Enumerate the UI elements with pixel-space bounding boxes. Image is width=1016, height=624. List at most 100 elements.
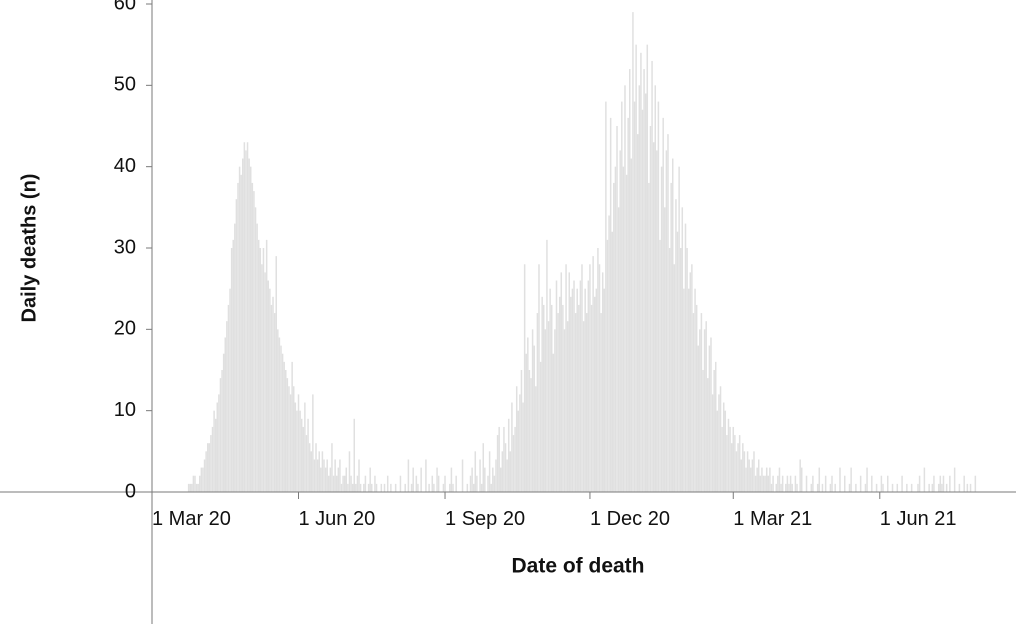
bar — [756, 468, 758, 492]
bar — [411, 484, 413, 492]
y-tick-label: 10 — [114, 399, 136, 421]
bar — [627, 118, 629, 492]
bar — [565, 264, 567, 492]
bar — [252, 183, 254, 492]
bar — [285, 370, 287, 492]
x-tick-label: 1 Mar 21 — [733, 508, 812, 530]
bar — [229, 289, 231, 492]
bar — [220, 378, 222, 492]
bar — [659, 240, 661, 492]
bar — [371, 484, 373, 492]
bar — [672, 159, 674, 492]
bar — [721, 427, 723, 492]
bar — [452, 484, 454, 492]
bar — [970, 484, 972, 492]
bar — [194, 476, 196, 492]
bar — [188, 484, 190, 492]
bar — [943, 476, 945, 492]
bar — [739, 435, 741, 492]
bar — [760, 476, 762, 492]
bar — [634, 102, 636, 492]
bar — [642, 110, 644, 492]
bar — [594, 297, 596, 492]
bar — [260, 248, 262, 492]
bar — [314, 459, 316, 492]
bar — [831, 476, 833, 492]
bar — [623, 167, 625, 492]
bar — [834, 484, 836, 492]
bar — [906, 484, 908, 492]
bar — [299, 411, 301, 492]
bar — [428, 484, 430, 492]
bar — [699, 329, 701, 492]
bar — [268, 281, 270, 492]
bar — [354, 419, 356, 492]
bar — [387, 476, 389, 492]
bar — [799, 459, 801, 492]
bar — [715, 362, 717, 492]
bar — [193, 476, 195, 492]
bar — [514, 427, 516, 492]
bar — [232, 240, 234, 492]
bar — [975, 476, 977, 492]
bar — [782, 476, 784, 492]
bar — [522, 403, 524, 492]
bar — [360, 484, 362, 492]
bar — [787, 476, 789, 492]
bar — [237, 183, 239, 492]
bar — [215, 419, 217, 492]
bar — [346, 468, 348, 492]
bar — [658, 102, 660, 492]
bar — [234, 224, 236, 492]
bar — [221, 370, 223, 492]
bar — [525, 354, 527, 492]
bar — [516, 386, 518, 492]
bar — [618, 207, 620, 492]
bar — [849, 484, 851, 492]
bar — [670, 183, 672, 492]
bar — [508, 419, 510, 492]
bar — [338, 468, 340, 492]
bar — [212, 427, 214, 492]
bar — [728, 419, 730, 492]
bar — [556, 281, 558, 492]
bar — [717, 411, 719, 492]
bar — [455, 476, 457, 492]
bar — [586, 313, 588, 492]
bar — [933, 476, 935, 492]
bar — [648, 183, 650, 492]
bar — [228, 305, 230, 492]
bar — [315, 443, 317, 492]
bar — [436, 468, 438, 492]
bar — [865, 484, 867, 492]
bar — [365, 476, 367, 492]
bar — [318, 451, 320, 492]
bar — [755, 476, 757, 492]
bar — [656, 150, 658, 492]
bar — [412, 468, 414, 492]
bar — [567, 321, 569, 492]
bar — [686, 248, 688, 492]
bar — [500, 468, 502, 492]
y-tick-label: 40 — [114, 155, 136, 177]
bar — [492, 468, 494, 492]
bar — [718, 394, 720, 492]
bar — [882, 484, 884, 492]
bar — [650, 126, 652, 492]
bar — [239, 167, 241, 492]
bar — [205, 451, 207, 492]
bar — [506, 459, 508, 492]
y-tick-label: 30 — [114, 236, 136, 258]
bar — [510, 451, 512, 492]
bar — [444, 476, 446, 492]
bar — [737, 443, 739, 492]
bar — [376, 484, 378, 492]
bar — [604, 289, 606, 492]
bar — [433, 484, 435, 492]
bar — [557, 313, 559, 492]
bar — [959, 484, 961, 492]
y-axis-label: Daily deaths (n) — [18, 174, 40, 323]
bar — [368, 484, 370, 492]
bar — [573, 281, 575, 492]
bar — [583, 321, 585, 492]
